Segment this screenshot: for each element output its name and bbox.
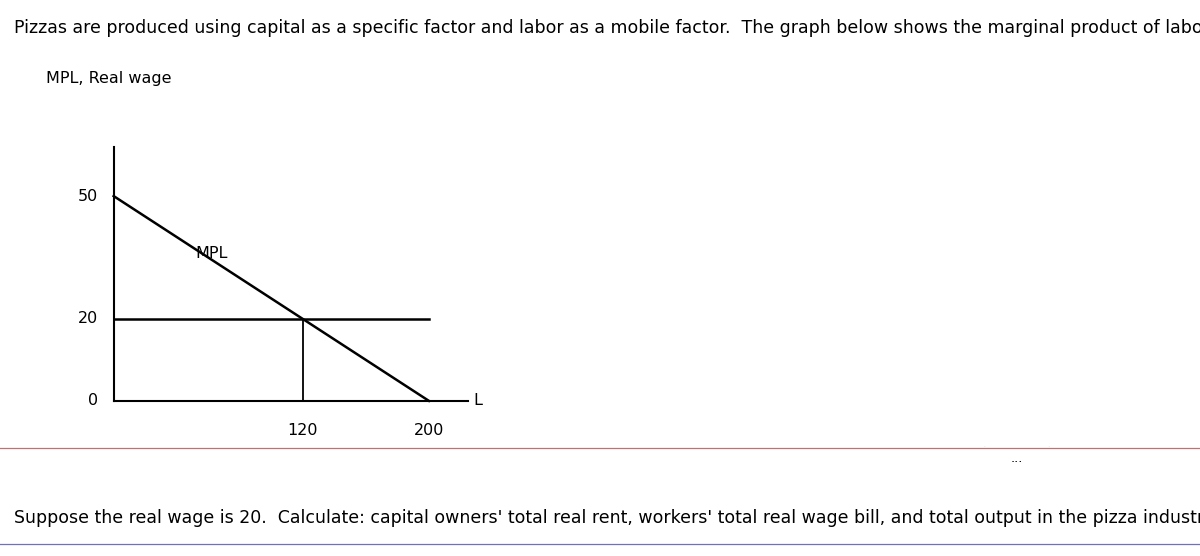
Text: 50: 50 <box>78 188 98 203</box>
Text: ...: ... <box>1010 451 1024 465</box>
Text: MPL: MPL <box>196 246 228 261</box>
Text: Pizzas are produced using capital as a specific factor and labor as a mobile fac: Pizzas are produced using capital as a s… <box>14 19 1200 37</box>
Text: 200: 200 <box>414 424 444 439</box>
Text: Suppose the real wage is 20.  Calculate: capital owners' total real rent, worker: Suppose the real wage is 20. Calculate: … <box>14 509 1200 527</box>
Text: 120: 120 <box>288 424 318 439</box>
Text: MPL, Real wage: MPL, Real wage <box>46 71 172 86</box>
Text: 20: 20 <box>78 311 98 326</box>
Text: L: L <box>473 394 482 409</box>
Text: 0: 0 <box>88 394 98 409</box>
FancyBboxPatch shape <box>977 445 1056 471</box>
